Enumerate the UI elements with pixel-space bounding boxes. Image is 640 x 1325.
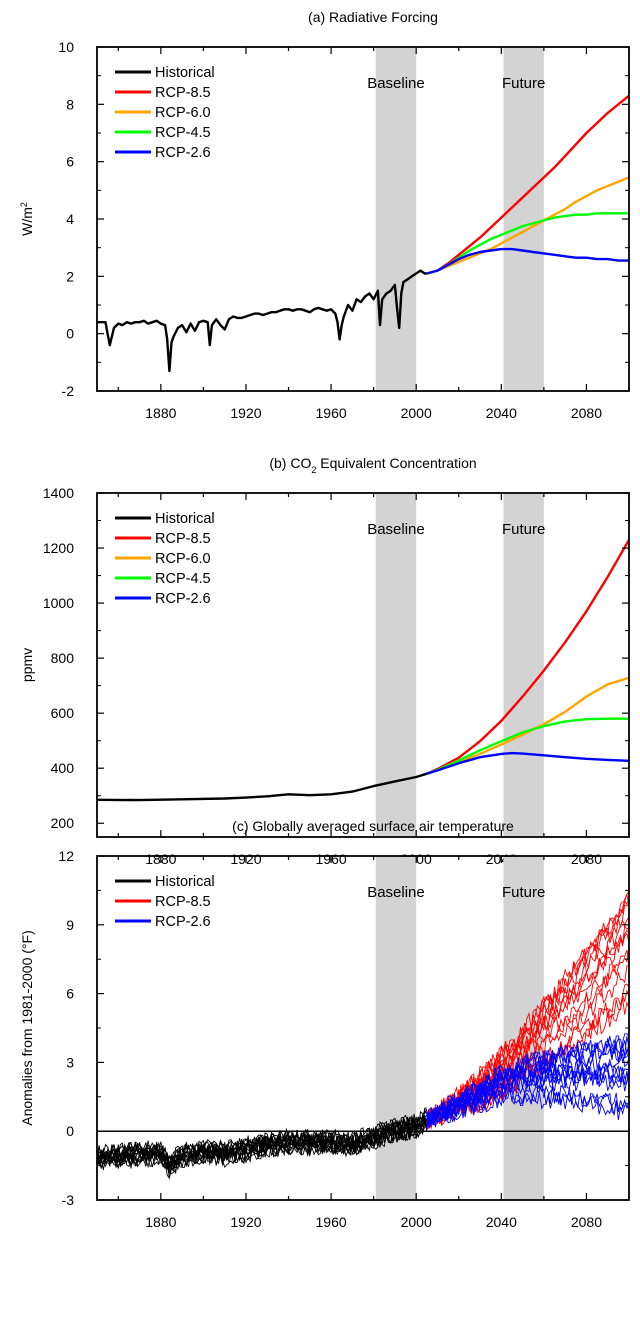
band-label-future: Future — [502, 884, 545, 901]
y-tick-label: -3 — [62, 1192, 75, 1208]
series-rcp-2-6-line — [426, 247, 629, 275]
series-historical-member-14 — [96, 1117, 428, 1179]
band-label-future: Future — [502, 75, 545, 92]
chart-title: (c) Globally averaged surface air temper… — [232, 818, 514, 834]
shaded-band-baseline — [375, 48, 417, 390]
y-tick-label: 6 — [66, 986, 74, 1002]
x-tick-label: 1960 — [316, 1214, 347, 1230]
y-axis-label-text: W/m — [19, 207, 35, 236]
legend-label-rcp-8-5: RCP-8.5 — [155, 894, 211, 910]
y-axis-label: ppmv — [19, 648, 35, 682]
chart-title: (a) Radiative Forcing — [308, 9, 438, 25]
y-tick-label: 0 — [66, 1123, 74, 1139]
legend-label-rcp-2-6: RCP-2.6 — [155, 914, 211, 930]
x-tick-label: 1880 — [145, 1214, 176, 1230]
legend-label-historical: Historical — [155, 874, 215, 890]
chart-title-text: (c) Globally averaged surface air temper… — [232, 818, 514, 834]
band-label-baseline: Baseline — [367, 521, 425, 538]
y-axis-label-superscript: 2 — [19, 202, 29, 207]
chart-title-text: (a) Radiative Forcing — [308, 9, 438, 25]
series-rcp-2-6-member-3 — [426, 1087, 630, 1129]
y-tick-label: 0 — [66, 326, 74, 342]
panel-2: (b) CO2 Equivalent Concentration Baseline… — [19, 455, 631, 867]
series-historical-member-15 — [96, 1109, 427, 1163]
legend-label-rcp-8-5: RCP-8.5 — [155, 85, 211, 101]
x-tick-label: 1920 — [230, 405, 261, 421]
x-tick-label: 2040 — [486, 1214, 517, 1230]
series-rcp-8-5-line — [426, 94, 630, 275]
legend-label-rcp-4-5: RCP-4.5 — [155, 571, 211, 587]
shaded-band-future — [503, 494, 544, 836]
legend-label-rcp-2-6: RCP-2.6 — [155, 591, 211, 607]
x-tick-label: 2080 — [571, 1214, 602, 1230]
series-historical-line — [96, 772, 428, 802]
y-tick-label: 4 — [66, 211, 74, 227]
band-label-baseline: Baseline — [367, 884, 425, 901]
x-tick-label: 2040 — [486, 405, 517, 421]
series-rcp-2-6-member-14 — [426, 1038, 630, 1129]
legend-label-rcp-6-0: RCP-6.0 — [155, 551, 211, 567]
series-historical-member-13 — [96, 1109, 428, 1168]
legend-label-rcp-4-5: RCP-4.5 — [155, 125, 211, 141]
panel-3: (c) Globally averaged surface air temper… — [19, 818, 630, 1230]
series-rcp-2-6-member-13 — [426, 1070, 630, 1124]
y-tick-label: 8 — [66, 96, 74, 112]
y-tick-label: 9 — [66, 917, 74, 933]
y-axis-label-text: Anomalies from 1981-2000 (°F) — [19, 930, 35, 1125]
y-tick-label: 3 — [66, 1054, 74, 1070]
y-axis-label-text: ppmv — [19, 648, 35, 682]
series-rcp-2-6-line — [426, 751, 630, 775]
x-tick-label: 2000 — [401, 405, 432, 421]
y-tick-label: 1200 — [43, 540, 74, 556]
x-tick-label: 1960 — [316, 405, 347, 421]
y-tick-label: -2 — [62, 383, 75, 399]
y-axis-label: Anomalies from 1981-2000 (°F) — [19, 930, 35, 1125]
legend-label-historical: Historical — [155, 65, 215, 81]
series-rcp-2-6-member-12 — [426, 1082, 630, 1124]
shaded-band-future — [503, 48, 544, 390]
legend-label-historical: Historical — [155, 511, 215, 527]
y-tick-label: 400 — [51, 760, 75, 776]
legend-label-rcp-6-0: RCP-6.0 — [155, 105, 211, 121]
chart-title-subscript: 2 — [311, 465, 316, 475]
x-tick-label: 2080 — [571, 405, 602, 421]
legend-label-rcp-8-5: RCP-8.5 — [155, 531, 211, 547]
series-rcp-4-5-line — [426, 212, 629, 275]
y-tick-label: 6 — [66, 154, 74, 170]
chart-title: (b) CO2 Equivalent Concentration — [269, 455, 476, 475]
y-tick-label: 600 — [51, 705, 75, 721]
series-rcp-6-0-line — [426, 176, 630, 275]
y-tick-label: 1400 — [43, 485, 74, 501]
band-label-baseline: Baseline — [367, 75, 425, 92]
x-tick-label: 2000 — [401, 1214, 432, 1230]
series-historical-member-16 — [96, 1116, 427, 1169]
y-tick-label: 1000 — [43, 595, 74, 611]
series-rcp-2-6-member-11 — [426, 1044, 630, 1130]
y-axis-label: W/m2 — [19, 202, 35, 236]
plot-frame — [96, 492, 630, 838]
series-rcp-8-5-line — [426, 539, 631, 775]
legend-label-rcp-2-6: RCP-2.6 — [155, 145, 211, 161]
chart-title-text: (b) CO — [269, 455, 311, 471]
y-tick-label: 10 — [58, 39, 74, 55]
panel-1: (a) Radiative Forcing Baseline Future 1880 1… — [19, 9, 630, 421]
series-rcp-8-5-member-7 — [426, 924, 630, 1123]
y-tick-label: 800 — [51, 650, 75, 666]
series-rcp-4-5-line — [426, 717, 629, 775]
band-label-future: Future — [502, 521, 545, 538]
chart-title-suffix: Equivalent Concentration — [316, 455, 476, 471]
series-historical-member-3 — [96, 1122, 428, 1180]
x-tick-label: 1880 — [145, 405, 176, 421]
y-tick-label: 200 — [51, 815, 75, 831]
y-tick-label: 2 — [66, 268, 74, 284]
series-historical-line — [97, 269, 427, 373]
x-tick-label: 1920 — [230, 1214, 261, 1230]
shaded-band-baseline — [375, 857, 417, 1199]
y-tick-label: 12 — [58, 848, 74, 864]
